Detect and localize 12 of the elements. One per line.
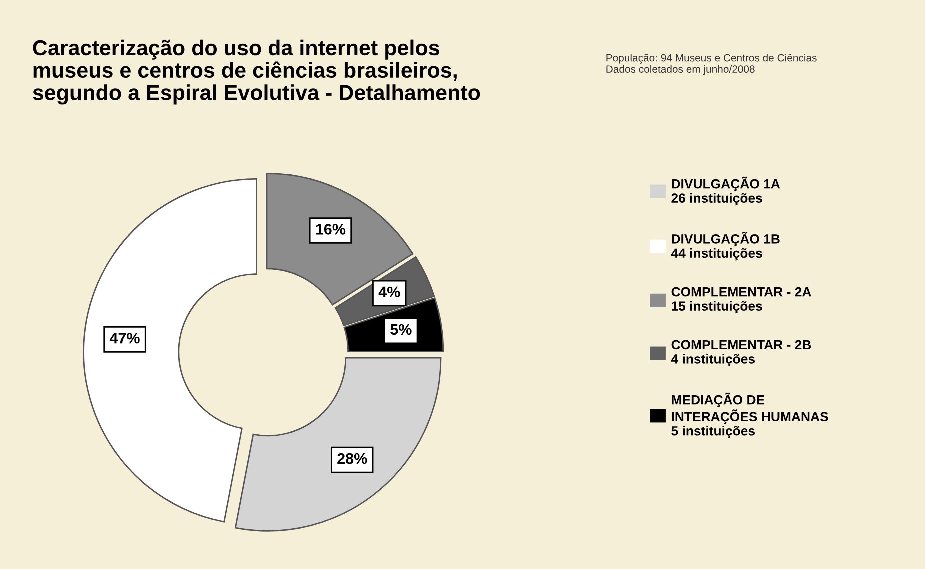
data-label: 28%	[338, 453, 368, 464]
legend-label: DIVULGAÇÃO 1A 26 instituições	[672, 176, 780, 206]
text: População: 94 Museus e Centros de Ciências Dados coletados em junho/2008	[606, 54, 817, 76]
legend-label: COMPLEMENTAR - 2B 4 instituições	[671, 340, 812, 366]
chart-title: Caracterização do uso da internet pelos museus e centros de ciências brasileiros, segundo a Espiral Evolutiva - Detalhamento	[33, 40, 480, 105]
data-label: 5%	[390, 324, 412, 336]
legend-label: DIVULGAÇÃO 1B 44 instituições	[671, 232, 780, 261]
legend-label: MEDIAÇÃO DE INTERAÇÕES HUMANAS 5 instituições	[672, 392, 828, 438]
data-label: 4%	[378, 286, 400, 298]
legend-label: COMPLEMENTAR - 2A 15 instituições	[672, 287, 812, 314]
data-label: 16%	[316, 224, 346, 235]
data-label: 47%	[110, 332, 140, 344]
